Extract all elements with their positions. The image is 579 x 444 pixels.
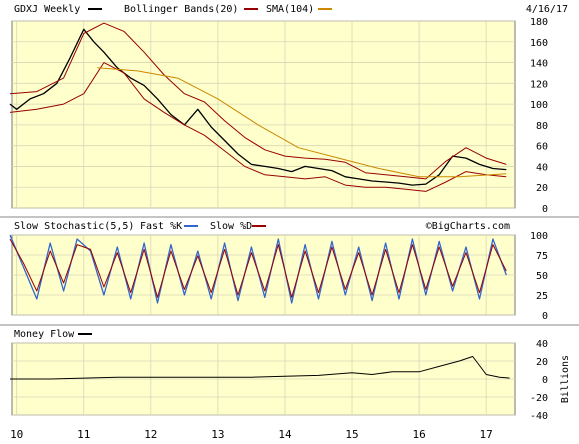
price-panel (11, 20, 516, 209)
x-tick-label: 13 (211, 428, 224, 441)
money_flow-y-tick-label: 20 (536, 357, 548, 368)
x-tick-label: 10 (10, 428, 23, 441)
money_flow-y-tick-label: 0 (542, 375, 548, 386)
x-tick-label: 14 (278, 428, 292, 441)
series-sma-104 (97, 67, 507, 178)
money-flow-unit: Billions (560, 355, 571, 403)
date-label: 4/16/17 (526, 4, 568, 15)
money-flow-title: Money Flow (14, 329, 75, 340)
symbol-label: GDXJ Weekly (14, 4, 80, 15)
stochastic-y-tick-label: 75 (536, 251, 548, 262)
stochastic-y-tick-label: 0 (542, 311, 548, 322)
price-y-tick-label: 20 (536, 183, 548, 194)
money_flow-y-tick-label: -20 (530, 393, 548, 404)
x-tick-label: 16 (412, 428, 425, 441)
x-tick-label: 12 (144, 428, 157, 441)
price-y-tick-label: 120 (530, 79, 548, 90)
slow-d-label: Slow %D (210, 221, 252, 232)
money_flow-y-tick-label: -40 (530, 411, 548, 422)
series-bollinger-bands-20-lower (9, 62, 507, 192)
price-y-tick-label: 80 (536, 121, 548, 132)
bollinger-label: Bollinger Bands(20) (124, 4, 238, 15)
price-y-tick-label: 160 (530, 38, 548, 49)
x-tick-label: 15 (345, 428, 358, 441)
watermark: ©BigCharts.com (426, 221, 510, 232)
price-y-tick-label: 100 (530, 100, 548, 111)
series-bollinger-bands-20-upper (9, 22, 507, 180)
sma-label: SMA(104) (266, 4, 314, 15)
series-gdxj-weekly (9, 28, 507, 186)
stochastic-title: Slow Stochastic(5,5) (14, 221, 134, 232)
series-slow-d (9, 238, 507, 298)
price-y-tick-label: 180 (530, 17, 548, 28)
stochastic-y-tick-label: 50 (536, 271, 548, 282)
x-tick-label: 11 (77, 428, 90, 441)
price-y-tick-label: 40 (536, 162, 548, 173)
fast-k-label: Fast %K (140, 221, 182, 232)
series-money-flow (10, 356, 510, 380)
stochastic-y-tick-label: 100 (530, 231, 548, 242)
price-y-tick-label: 60 (536, 142, 548, 153)
money_flow-y-tick-label: 40 (536, 339, 548, 350)
stochastic-y-tick-label: 25 (536, 291, 548, 302)
price-y-tick-label: 0 (542, 204, 548, 215)
x-tick-label: 17 (480, 428, 493, 441)
price-y-tick-label: 140 (530, 59, 548, 70)
